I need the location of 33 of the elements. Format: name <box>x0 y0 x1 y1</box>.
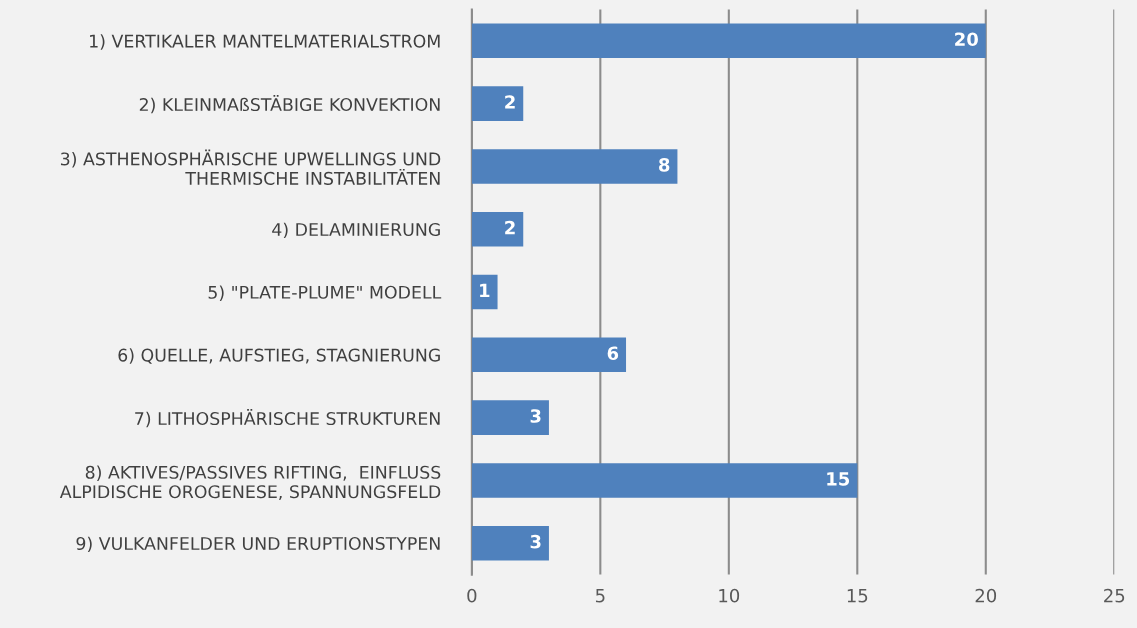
data-label: 2 <box>505 95 515 109</box>
y-tick-label: 6) QUELLE, AUFSTIEG, STAGNIERUNG <box>118 348 440 364</box>
data-label: 20 <box>955 32 978 47</box>
y-tick-label: 4) DELAMINIERUNG <box>272 222 440 239</box>
y-tick-label: 3) ASTHENOSPHÄRISCHE UPWELLINGS UND THERMISCHE INSTABILITÄTEN <box>60 149 441 185</box>
data-label: 15 <box>827 472 850 486</box>
bar <box>471 274 498 310</box>
data-label: 2 <box>505 220 515 235</box>
y-tick-label: 5) "PLATE-PLUME" MODELL <box>208 285 442 301</box>
bar <box>471 337 627 373</box>
x-tick-label: 10 <box>719 588 740 603</box>
x-tick-label: 15 <box>847 589 868 603</box>
data-label: 1 <box>480 283 490 297</box>
data-label: 8 <box>659 158 670 172</box>
bar <box>471 23 986 59</box>
y-tick-label: 2) KLEINMAßSTÄBIGE KONVEKTION <box>139 95 440 114</box>
x-tick-label: 20 <box>975 588 997 603</box>
y-tick-label: 1) VERTIKALER MANTELMATERIALSTROM <box>90 34 440 50</box>
bar <box>471 86 524 121</box>
y-tick-label: 8) AKTIVES/PASSIVES RIFTING, EINFLUSS ALPIDISCHE OROGENESE, SPANNUNGSFELD <box>59 465 441 501</box>
x-tick-label: 5 <box>595 589 605 603</box>
bar <box>471 149 678 184</box>
x-tick-label: 0 <box>467 588 477 603</box>
bar <box>471 525 549 561</box>
bar <box>471 211 524 247</box>
y-tick-label: 9) VULKANFELDER UND ERUPTIONSTYPEN <box>76 536 440 553</box>
data-label: 3 <box>530 534 541 549</box>
data-label: 3 <box>530 409 541 423</box>
bar <box>471 463 858 498</box>
y-tick-label: 7) LITHOSPHÄRISCHE STRUKTUREN <box>135 409 440 428</box>
data-label: 6 <box>607 346 619 361</box>
x-tick-label: 25 <box>1104 588 1125 603</box>
bar <box>471 400 549 435</box>
